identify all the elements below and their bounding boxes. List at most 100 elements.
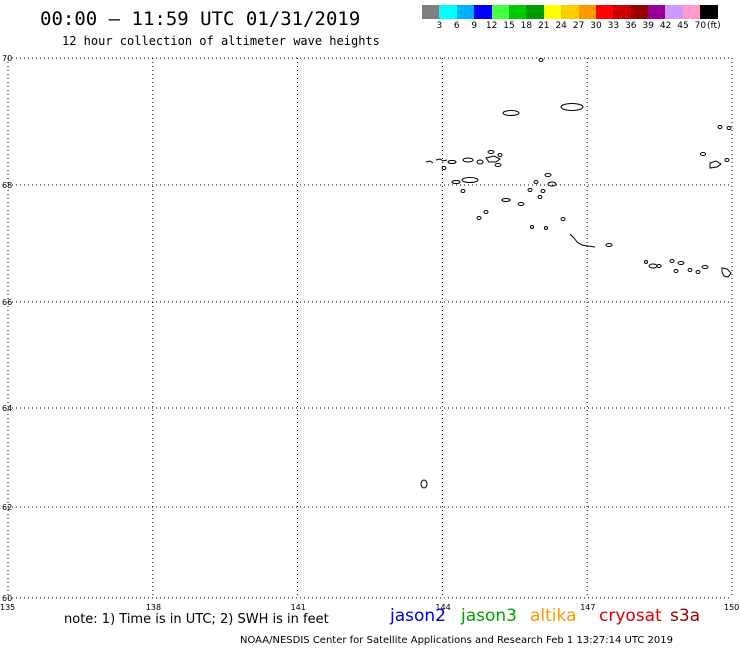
island-outline xyxy=(701,265,709,269)
color-swatch xyxy=(630,5,649,19)
color-swatch xyxy=(665,5,683,19)
island-outline xyxy=(724,158,730,162)
scale-label: 33 xyxy=(607,21,620,31)
wave-height-color-scale: 3 6 9 12 15 18 21 24 27 30 33 36 39 42 45 70 (ft) xyxy=(422,5,732,31)
latitude-label: 66 xyxy=(2,298,12,307)
island-outline xyxy=(560,103,584,111)
scale-label: 45 xyxy=(677,21,689,31)
latitude-label: 62 xyxy=(2,503,12,512)
longitude-label: 150 xyxy=(724,603,739,612)
island-outline xyxy=(494,163,502,167)
color-swatch xyxy=(682,5,701,19)
island-outline xyxy=(560,217,566,221)
scale-label: 21 xyxy=(538,21,550,31)
coastline-fragment xyxy=(709,160,722,169)
island-outline xyxy=(487,150,495,154)
island-outline xyxy=(476,159,484,165)
scale-label: 6 xyxy=(453,21,460,31)
island-outline xyxy=(726,126,732,130)
coastline-fragment xyxy=(435,158,448,162)
island-outline xyxy=(533,180,539,184)
island-outline xyxy=(544,173,552,177)
island-outline xyxy=(538,58,544,62)
scale-label: 12 xyxy=(485,21,498,31)
latitude-labels: 70 68 66 64 62 60 xyxy=(2,54,12,603)
satellite-altika: altika xyxy=(530,606,577,626)
longitude-label: 147 xyxy=(580,603,595,612)
longitude-labels: 135 138 141 144 147 150 xyxy=(0,603,739,612)
island-outline xyxy=(656,264,662,268)
island-outline xyxy=(527,188,533,192)
scale-label: 3 xyxy=(436,21,443,31)
color-swatch xyxy=(613,5,631,19)
island-outline xyxy=(537,195,543,199)
color-swatch xyxy=(526,5,544,19)
latitude-label: 60 xyxy=(2,594,12,603)
credit-line: NOAA/NESDIS Center for Satellite Applica… xyxy=(240,635,673,646)
island-outline xyxy=(497,153,503,157)
island-outline xyxy=(441,166,447,170)
island-outline xyxy=(460,189,466,193)
scale-label: 36 xyxy=(625,21,637,31)
latitude-label: 64 xyxy=(2,404,12,413)
scale-label: 15 xyxy=(503,21,515,31)
longitude-label: 144 xyxy=(435,603,450,612)
coastline-fragment xyxy=(425,160,434,164)
satellite-jason3: jason3 xyxy=(461,606,517,626)
color-scale-labels: 3 6 9 12 15 18 21 24 27 30 33 36 39 42 45 70 (ft) xyxy=(422,19,732,31)
map-grid xyxy=(7,57,733,599)
island-outline xyxy=(677,261,685,265)
scale-label: 39 xyxy=(642,21,654,31)
coastline-fragment xyxy=(569,233,596,248)
island-outline xyxy=(483,210,489,214)
color-swatch xyxy=(474,5,492,19)
satellite-cryosat: cryosat xyxy=(599,606,662,626)
color-swatch xyxy=(508,5,527,19)
coastline-fragment xyxy=(485,155,501,163)
scale-label: 9 xyxy=(471,21,478,31)
color-swatch xyxy=(456,5,475,19)
island-outline xyxy=(669,259,675,263)
island-outline xyxy=(462,157,474,163)
map-title: 00:00 – 11:59 UTC 01/31/2019 xyxy=(40,8,361,30)
island-outline xyxy=(517,202,525,206)
island-outline xyxy=(695,270,701,274)
map-subtitle: 12 hour collection of altimeter wave hei… xyxy=(62,34,380,48)
longitude-label: 141 xyxy=(291,603,306,612)
island-outline xyxy=(673,269,679,273)
latitude-label: 70 xyxy=(2,54,12,63)
latitude-label: 68 xyxy=(2,181,12,190)
scale-label: 27 xyxy=(572,21,585,31)
island-outline xyxy=(451,180,461,184)
color-swatch xyxy=(422,5,440,19)
island-outline xyxy=(447,160,457,164)
coastline-fragment xyxy=(721,267,732,278)
island-outline xyxy=(476,216,482,220)
island-outline xyxy=(544,226,548,230)
island-outline xyxy=(605,243,613,247)
scale-label: 24 xyxy=(555,21,567,31)
color-swatch xyxy=(578,5,596,19)
note-text: note: 1) Time is in UTC; 2) SWH is in fe… xyxy=(64,612,329,627)
island-outline xyxy=(530,225,534,229)
scale-label: 70 xyxy=(694,21,707,31)
island-outline xyxy=(717,125,723,129)
scale-label: 18 xyxy=(520,21,533,31)
island-outline xyxy=(501,198,511,202)
scale-unit-label: (ft) xyxy=(707,21,721,31)
color-swatch xyxy=(595,5,614,19)
island-outline xyxy=(700,152,706,156)
longitude-label: 138 xyxy=(146,603,161,612)
color-scale-bar xyxy=(422,5,732,19)
satellite-jason2: jason2 xyxy=(390,606,446,626)
island-outline xyxy=(687,268,693,272)
coastline-outlines xyxy=(420,58,732,489)
island-outline xyxy=(420,479,428,489)
color-swatch xyxy=(543,5,562,19)
island-outline xyxy=(461,177,479,183)
scale-label: 42 xyxy=(659,21,672,31)
satellite-s3a: s3a xyxy=(670,606,701,626)
color-swatch xyxy=(561,5,579,19)
longitude-label: 135 xyxy=(0,603,15,612)
